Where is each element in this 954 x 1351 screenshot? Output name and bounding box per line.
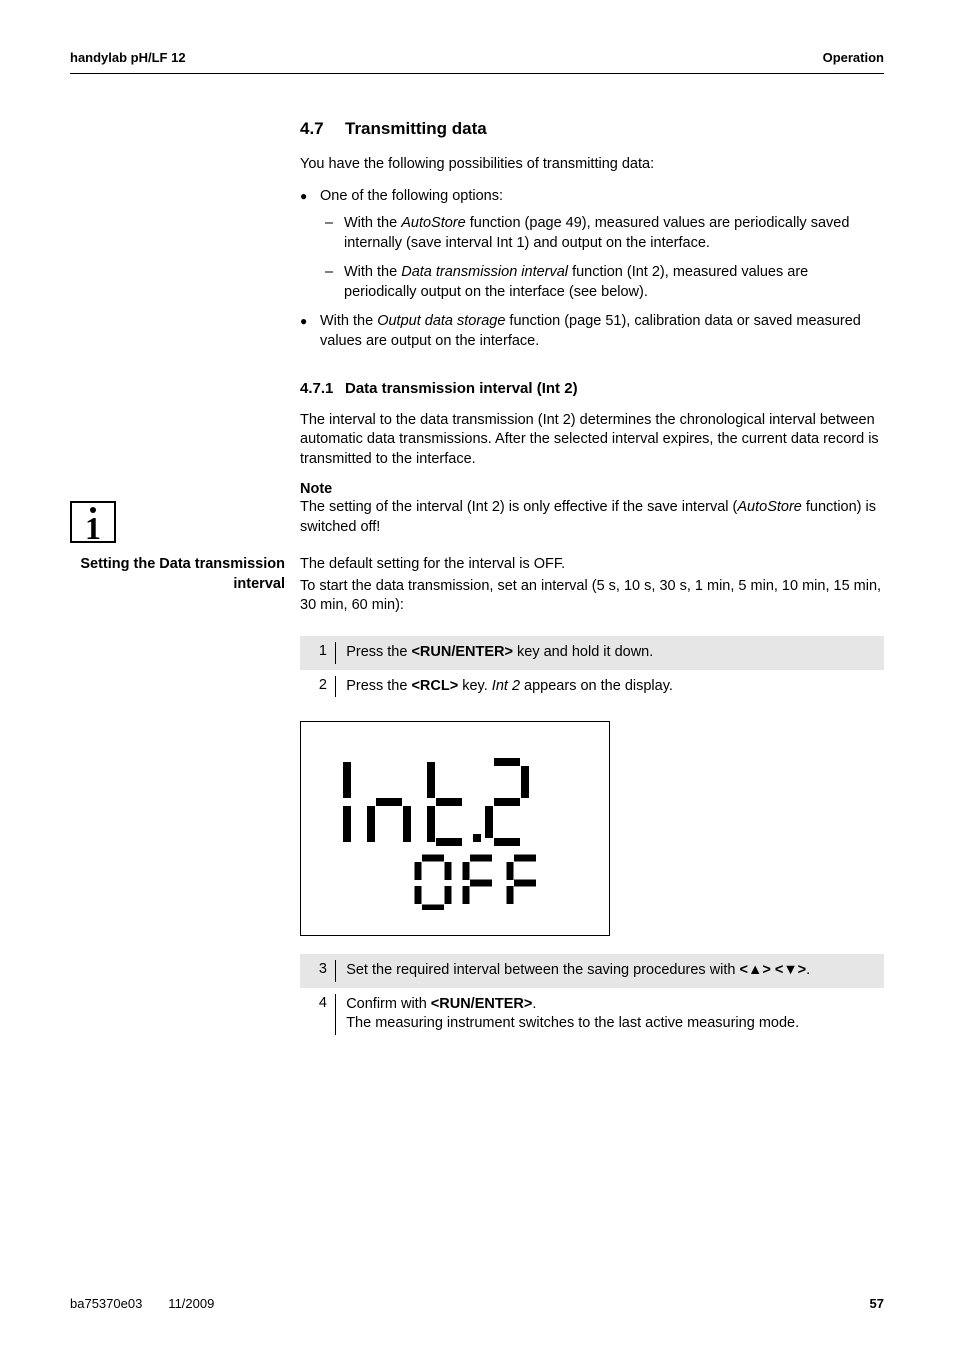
note-text: The setting of the interval (Int 2) is o… [300, 498, 884, 537]
section-heading: 4.7Transmitting data [300, 119, 884, 139]
key-runenter: <RUN/ENTER> [431, 996, 533, 1012]
step-number: 3 [300, 954, 335, 988]
section-number: 4.7 [300, 119, 345, 139]
italic-dti: Data transmission interval [401, 264, 568, 280]
footer-page-number: 57 [870, 1296, 884, 1311]
key-down: <▼> [775, 962, 806, 978]
step-text: Set the required interval between the sa… [336, 954, 884, 988]
step-text: Confirm with <RUN/ENTER>.The measuring i… [336, 988, 884, 1041]
lcd-svg [323, 750, 583, 910]
page-header: handylab pH/LF 12 Operation [70, 50, 884, 74]
step-row: 2 Press the <RCL> key. Int 2 appears on … [300, 670, 884, 704]
bullet-item: One of the following options: With the A… [300, 187, 884, 303]
step-row: 3 Set the required interval between the … [300, 954, 884, 988]
note-label: Note [300, 481, 884, 497]
italic-int2: Int 2 [492, 678, 520, 694]
subsection-heading: 4.7.1Data transmission interval (Int 2) [300, 380, 884, 397]
step-number: 4 [300, 988, 335, 1041]
bullet-list: One of the following options: With the A… [300, 187, 884, 352]
lcd-display [300, 721, 610, 936]
content-column: 4.7Transmitting data You have the follow… [300, 119, 884, 1041]
bullet-text: One of the following options: [320, 188, 503, 204]
key-up: <▲> [740, 962, 771, 978]
page-footer: ba75370e03 11/2009 57 [70, 1296, 884, 1311]
setting-line2: To start the data transmission, set an i… [300, 577, 884, 616]
step-text: Press the <RCL> key. Int 2 appears on th… [336, 670, 884, 704]
section-title: Transmitting data [345, 119, 487, 138]
bullet-item: With the Output data storage function (p… [300, 312, 884, 351]
info-icon-glyph: 1 [72, 512, 114, 544]
step-text: Press the <RUN/ENTER> key and hold it do… [336, 636, 884, 670]
italic-autostore: AutoStore [401, 215, 466, 231]
italic-autostore: AutoStore [737, 499, 802, 515]
subsection-paragraph: The interval to the data transmission (I… [300, 411, 884, 470]
dash-item: With the AutoStore function (page 49), m… [320, 214, 884, 253]
setting-block: Setting the Data transmission interval T… [300, 555, 884, 616]
header-left: handylab pH/LF 12 [70, 50, 186, 65]
step-table-2: 3 Set the required interval between the … [300, 954, 884, 1041]
setting-line1: The default setting for the interval is … [300, 555, 884, 575]
subsection-number: 4.7.1 [300, 380, 345, 397]
dash-list: With the AutoStore function (page 49), m… [320, 214, 884, 302]
key-runenter: <RUN/ENTER> [411, 644, 513, 660]
footer-left: ba75370e03 11/2009 [70, 1296, 214, 1311]
step-number: 1 [300, 636, 335, 670]
step-table-1: 1 Press the <RUN/ENTER> key and hold it … [300, 636, 884, 703]
dash-item: With the Data transmission interval func… [320, 263, 884, 302]
section-intro: You have the following possibilities of … [300, 155, 884, 175]
key-rcl: <RCL> [411, 678, 458, 694]
step-row: 1 Press the <RUN/ENTER> key and hold it … [300, 636, 884, 670]
header-right: Operation [823, 50, 884, 65]
step-row: 4 Confirm with <RUN/ENTER>.The measuring… [300, 988, 884, 1041]
step-number: 2 [300, 670, 335, 704]
note-block: 1 Note The setting of the interval (Int … [300, 481, 884, 537]
subsection-title: Data transmission interval (Int 2) [345, 380, 578, 397]
side-label: Setting the Data transmission interval [70, 555, 285, 594]
info-icon: 1 [70, 501, 116, 543]
italic-ods: Output data storage [377, 313, 505, 329]
